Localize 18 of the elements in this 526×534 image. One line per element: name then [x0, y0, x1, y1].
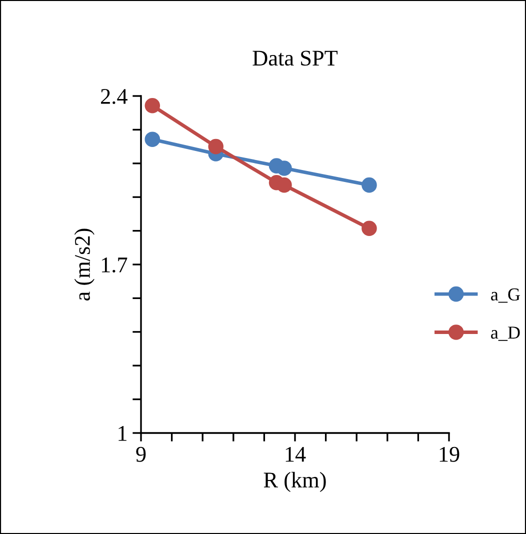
x-tick-label: 19	[440, 446, 460, 462]
point	[208, 138, 224, 154]
y-tick-label: 1.7	[102, 258, 128, 273]
point	[144, 132, 160, 147]
x-tick-label: 9	[136, 446, 146, 462]
legend-label: a_D	[491, 326, 520, 341]
y-tick-label: 2.4	[101, 88, 128, 104]
legend-label: a_G	[491, 288, 520, 303]
x-axis-title: R (km)	[264, 472, 326, 492]
point	[276, 177, 292, 193]
point	[362, 220, 377, 236]
point	[276, 160, 292, 176]
y-tick-label: 1	[118, 426, 126, 441]
chart-title: Data SPT	[252, 50, 338, 66]
point	[144, 98, 160, 114]
x-tick-label: 14	[286, 446, 306, 462]
y-axis-title: a (m/s2)	[74, 228, 94, 300]
point	[362, 177, 377, 193]
